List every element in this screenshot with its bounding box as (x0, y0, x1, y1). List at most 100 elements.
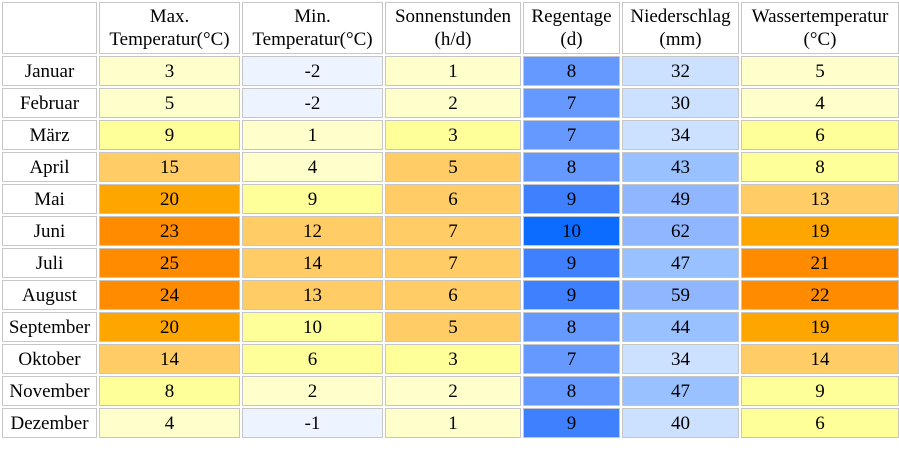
month-cell: März (2, 120, 97, 150)
table-row: Oktober 14 6 3 7 34 14 (2, 344, 899, 374)
month-cell: Januar (2, 56, 97, 86)
precipitation-cell: 32 (622, 56, 739, 86)
table-row: Mai 20 9 6 9 49 13 (2, 184, 899, 214)
sunshine-hours-cell: 1 (385, 56, 521, 86)
min-temperature-cell: 1 (242, 120, 383, 150)
min-temperature-cell: 12 (242, 216, 383, 246)
precipitation-cell: 49 (622, 184, 739, 214)
sunshine-hours-cell: 6 (385, 184, 521, 214)
rain-days-cell: 7 (523, 120, 620, 150)
water-temperature-cell: 22 (741, 280, 899, 310)
rain-days-cell: 7 (523, 344, 620, 374)
max-temperature-cell: 20 (99, 312, 240, 342)
rain-days-cell: 8 (523, 312, 620, 342)
sunshine-hours-cell: 3 (385, 120, 521, 150)
max-temperature-cell: 3 (99, 56, 240, 86)
min-temperature-cell: -2 (242, 56, 383, 86)
header-rain-days: Regentage (d) (523, 2, 620, 54)
precipitation-cell: 59 (622, 280, 739, 310)
max-temperature-cell: 4 (99, 408, 240, 438)
water-temperature-cell: 19 (741, 216, 899, 246)
sunshine-hours-cell: 7 (385, 216, 521, 246)
table-row: November 8 2 2 8 47 9 (2, 376, 899, 406)
water-temperature-cell: 8 (741, 152, 899, 182)
rain-days-cell: 9 (523, 280, 620, 310)
precipitation-cell: 40 (622, 408, 739, 438)
water-temperature-cell: 6 (741, 120, 899, 150)
month-cell: November (2, 376, 97, 406)
month-cell: Oktober (2, 344, 97, 374)
rain-days-cell: 10 (523, 216, 620, 246)
rain-days-cell: 8 (523, 152, 620, 182)
table-row: Dezember 4 -1 1 9 40 6 (2, 408, 899, 438)
rain-days-cell: 9 (523, 408, 620, 438)
water-temperature-cell: 6 (741, 408, 899, 438)
sunshine-hours-cell: 6 (385, 280, 521, 310)
water-temperature-cell: 4 (741, 88, 899, 118)
max-temperature-cell: 15 (99, 152, 240, 182)
sunshine-hours-cell: 5 (385, 152, 521, 182)
table-row: September 20 10 5 8 44 19 (2, 312, 899, 342)
table-row: Januar 3 -2 1 8 32 5 (2, 56, 899, 86)
month-cell: Mai (2, 184, 97, 214)
max-temperature-cell: 9 (99, 120, 240, 150)
max-temperature-cell: 8 (99, 376, 240, 406)
header-corner (2, 2, 97, 54)
rain-days-cell: 8 (523, 56, 620, 86)
sunshine-hours-cell: 2 (385, 88, 521, 118)
table-row: Februar 5 -2 2 7 30 4 (2, 88, 899, 118)
header-max-temperature: Max. Temperatur(°C) (99, 2, 240, 54)
month-cell: Juli (2, 248, 97, 278)
table-row: Juni 23 12 7 10 62 19 (2, 216, 899, 246)
month-cell: April (2, 152, 97, 182)
min-temperature-cell: -2 (242, 88, 383, 118)
water-temperature-cell: 21 (741, 248, 899, 278)
precipitation-cell: 43 (622, 152, 739, 182)
min-temperature-cell: 14 (242, 248, 383, 278)
precipitation-cell: 34 (622, 120, 739, 150)
month-cell: Dezember (2, 408, 97, 438)
table-row: April 15 4 5 8 43 8 (2, 152, 899, 182)
max-temperature-cell: 14 (99, 344, 240, 374)
rain-days-cell: 8 (523, 376, 620, 406)
min-temperature-cell: 6 (242, 344, 383, 374)
max-temperature-cell: 24 (99, 280, 240, 310)
sunshine-hours-cell: 5 (385, 312, 521, 342)
min-temperature-cell: 4 (242, 152, 383, 182)
water-temperature-cell: 9 (741, 376, 899, 406)
water-temperature-cell: 19 (741, 312, 899, 342)
month-cell: September (2, 312, 97, 342)
precipitation-cell: 47 (622, 376, 739, 406)
table-row: August 24 13 6 9 59 22 (2, 280, 899, 310)
sunshine-hours-cell: 7 (385, 248, 521, 278)
precipitation-cell: 44 (622, 312, 739, 342)
min-temperature-cell: 10 (242, 312, 383, 342)
month-cell: August (2, 280, 97, 310)
precipitation-cell: 62 (622, 216, 739, 246)
rain-days-cell: 9 (523, 184, 620, 214)
min-temperature-cell: 2 (242, 376, 383, 406)
precipitation-cell: 30 (622, 88, 739, 118)
min-temperature-cell: 13 (242, 280, 383, 310)
rain-days-cell: 9 (523, 248, 620, 278)
climate-table: Max. Temperatur(°C) Min. Temperatur(°C) So… (2, 2, 899, 438)
table-row: März 9 1 3 7 34 6 (2, 120, 899, 150)
min-temperature-cell: 9 (242, 184, 383, 214)
water-temperature-cell: 5 (741, 56, 899, 86)
sunshine-hours-cell: 3 (385, 344, 521, 374)
rain-days-cell: 7 (523, 88, 620, 118)
header-row: Max. Temperatur(°C) Min. Temperatur(°C) So… (2, 2, 899, 54)
water-temperature-cell: 13 (741, 184, 899, 214)
header-water-temperature: Wassertemperatur (°C) (741, 2, 899, 54)
month-cell: Februar (2, 88, 97, 118)
max-temperature-cell: 20 (99, 184, 240, 214)
precipitation-cell: 34 (622, 344, 739, 374)
header-min-temperature: Min. Temperatur(°C) (242, 2, 383, 54)
sunshine-hours-cell: 2 (385, 376, 521, 406)
month-cell: Juni (2, 216, 97, 246)
max-temperature-cell: 23 (99, 216, 240, 246)
header-sunshine-hours: Sonnenstunden (h/d) (385, 2, 521, 54)
precipitation-cell: 47 (622, 248, 739, 278)
min-temperature-cell: -1 (242, 408, 383, 438)
max-temperature-cell: 5 (99, 88, 240, 118)
